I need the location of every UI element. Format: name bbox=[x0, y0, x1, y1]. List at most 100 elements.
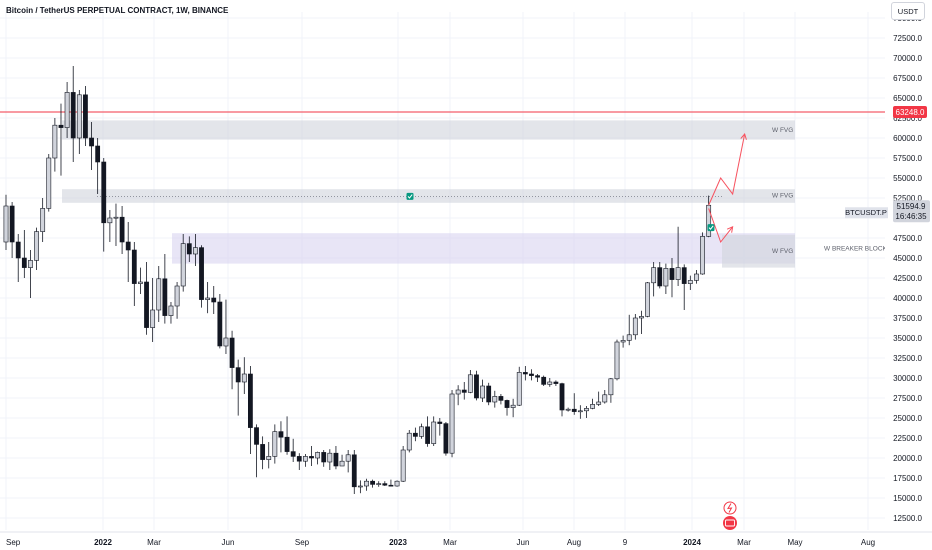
candle-up bbox=[302, 456, 308, 462]
candle bbox=[235, 359, 241, 416]
lightning-icon[interactable] bbox=[723, 501, 737, 515]
candle-up bbox=[706, 204, 712, 237]
candle-down bbox=[101, 161, 107, 224]
candle bbox=[327, 449, 333, 470]
candle-down bbox=[388, 484, 394, 487]
candle-down bbox=[211, 297, 217, 303]
time-tick-label: 2022 bbox=[94, 538, 112, 547]
candle bbox=[694, 270, 699, 284]
zone-label: W FVG bbox=[772, 193, 793, 200]
projection-path bbox=[708, 208, 734, 244]
time-tick-label: Jun bbox=[222, 538, 235, 547]
candle-down bbox=[217, 301, 223, 347]
candle bbox=[70, 66, 76, 162]
candle bbox=[46, 154, 52, 212]
candle bbox=[516, 366, 522, 406]
candle-up bbox=[40, 208, 46, 232]
symbol-tag-bg bbox=[845, 207, 888, 219]
candle-up bbox=[3, 205, 9, 243]
candle bbox=[510, 398, 516, 418]
candle-down bbox=[199, 247, 204, 300]
calendar-event-icon[interactable] bbox=[723, 516, 737, 530]
candle bbox=[675, 226, 681, 286]
candle-up bbox=[584, 408, 589, 412]
candle bbox=[492, 390, 498, 408]
candle bbox=[76, 90, 82, 154]
zone-labels: W FVG W FVG W FVG W BREAKER BLOCK bbox=[772, 127, 888, 255]
candle bbox=[339, 454, 345, 467]
candle bbox=[559, 382, 565, 417]
candle-down bbox=[657, 267, 663, 287]
zone-label: W BREAKER BLOCK bbox=[824, 245, 888, 252]
candle bbox=[248, 366, 253, 454]
price-tick-label: 72500.0 bbox=[893, 34, 922, 43]
candle bbox=[474, 370, 479, 401]
candle bbox=[113, 203, 119, 246]
candle bbox=[602, 390, 608, 404]
candle bbox=[590, 398, 595, 410]
candle bbox=[486, 382, 492, 406]
candle-down bbox=[83, 94, 88, 139]
candle bbox=[522, 366, 528, 381]
candle bbox=[529, 369, 534, 381]
candle bbox=[107, 210, 113, 242]
last-price-tag-bg bbox=[893, 200, 930, 223]
candle bbox=[608, 378, 614, 403]
time-tick-label: Aug bbox=[567, 538, 581, 547]
candle-up bbox=[516, 372, 522, 406]
candle bbox=[345, 450, 351, 473]
currency-button[interactable]: USDT bbox=[891, 2, 925, 20]
candle-up bbox=[510, 404, 516, 408]
candle bbox=[620, 335, 626, 348]
candle-down bbox=[333, 452, 339, 467]
candle-up bbox=[639, 316, 644, 319]
candle-up bbox=[241, 373, 247, 383]
candle-down bbox=[229, 337, 235, 368]
candle bbox=[193, 234, 198, 266]
candle-down bbox=[186, 243, 192, 255]
candle bbox=[278, 421, 284, 453]
candle-down bbox=[425, 426, 430, 444]
price-tick-label: 12500.0 bbox=[893, 514, 922, 523]
candle bbox=[40, 198, 46, 242]
candle-down bbox=[125, 241, 131, 251]
high-price-tag bbox=[893, 106, 927, 119]
price-tick-label: 17500.0 bbox=[893, 474, 922, 483]
candle bbox=[382, 481, 388, 486]
candle-up bbox=[626, 334, 632, 341]
price-tick-label: 65000.0 bbox=[893, 94, 922, 103]
candle-down bbox=[370, 480, 375, 485]
price-tick-label: 30000.0 bbox=[893, 374, 922, 383]
candle bbox=[21, 230, 27, 278]
price-tick-label: 40000.0 bbox=[893, 294, 922, 303]
candle-down bbox=[119, 216, 125, 243]
candle-up bbox=[602, 394, 608, 403]
candle-up bbox=[339, 460, 345, 467]
candle-down bbox=[70, 92, 76, 139]
fvg-zone bbox=[62, 120, 795, 140]
candle-up bbox=[645, 282, 650, 317]
candle bbox=[290, 438, 296, 462]
candle bbox=[296, 453, 302, 470]
candle-down bbox=[235, 367, 241, 383]
candle-down bbox=[248, 373, 253, 428]
candle-up bbox=[46, 157, 52, 209]
time-axis[interactable]: Sep 2022 Mar Jun Sep 2023 Mar Jun Aug 9 2024 Mar May… bbox=[0, 531, 932, 547]
candle bbox=[669, 258, 675, 298]
checkmark-icon bbox=[707, 224, 715, 232]
candle-down bbox=[437, 421, 443, 424]
price-tick-label: 47500.0 bbox=[893, 234, 922, 243]
price-axis[interactable]: 12500.0 15000.0 17500.0 20000.0 22500.0 25000… bbox=[885, 0, 932, 550]
candle-up bbox=[675, 267, 681, 280]
candle bbox=[626, 314, 632, 346]
candle bbox=[541, 375, 547, 386]
candle-down bbox=[290, 451, 296, 457]
time-tick-label: Jun bbox=[517, 538, 530, 547]
candle bbox=[217, 294, 223, 349]
candle-down bbox=[504, 400, 510, 408]
candle-up bbox=[632, 317, 638, 336]
candle bbox=[480, 379, 485, 402]
candle-down bbox=[284, 436, 290, 452]
candle bbox=[577, 405, 583, 419]
